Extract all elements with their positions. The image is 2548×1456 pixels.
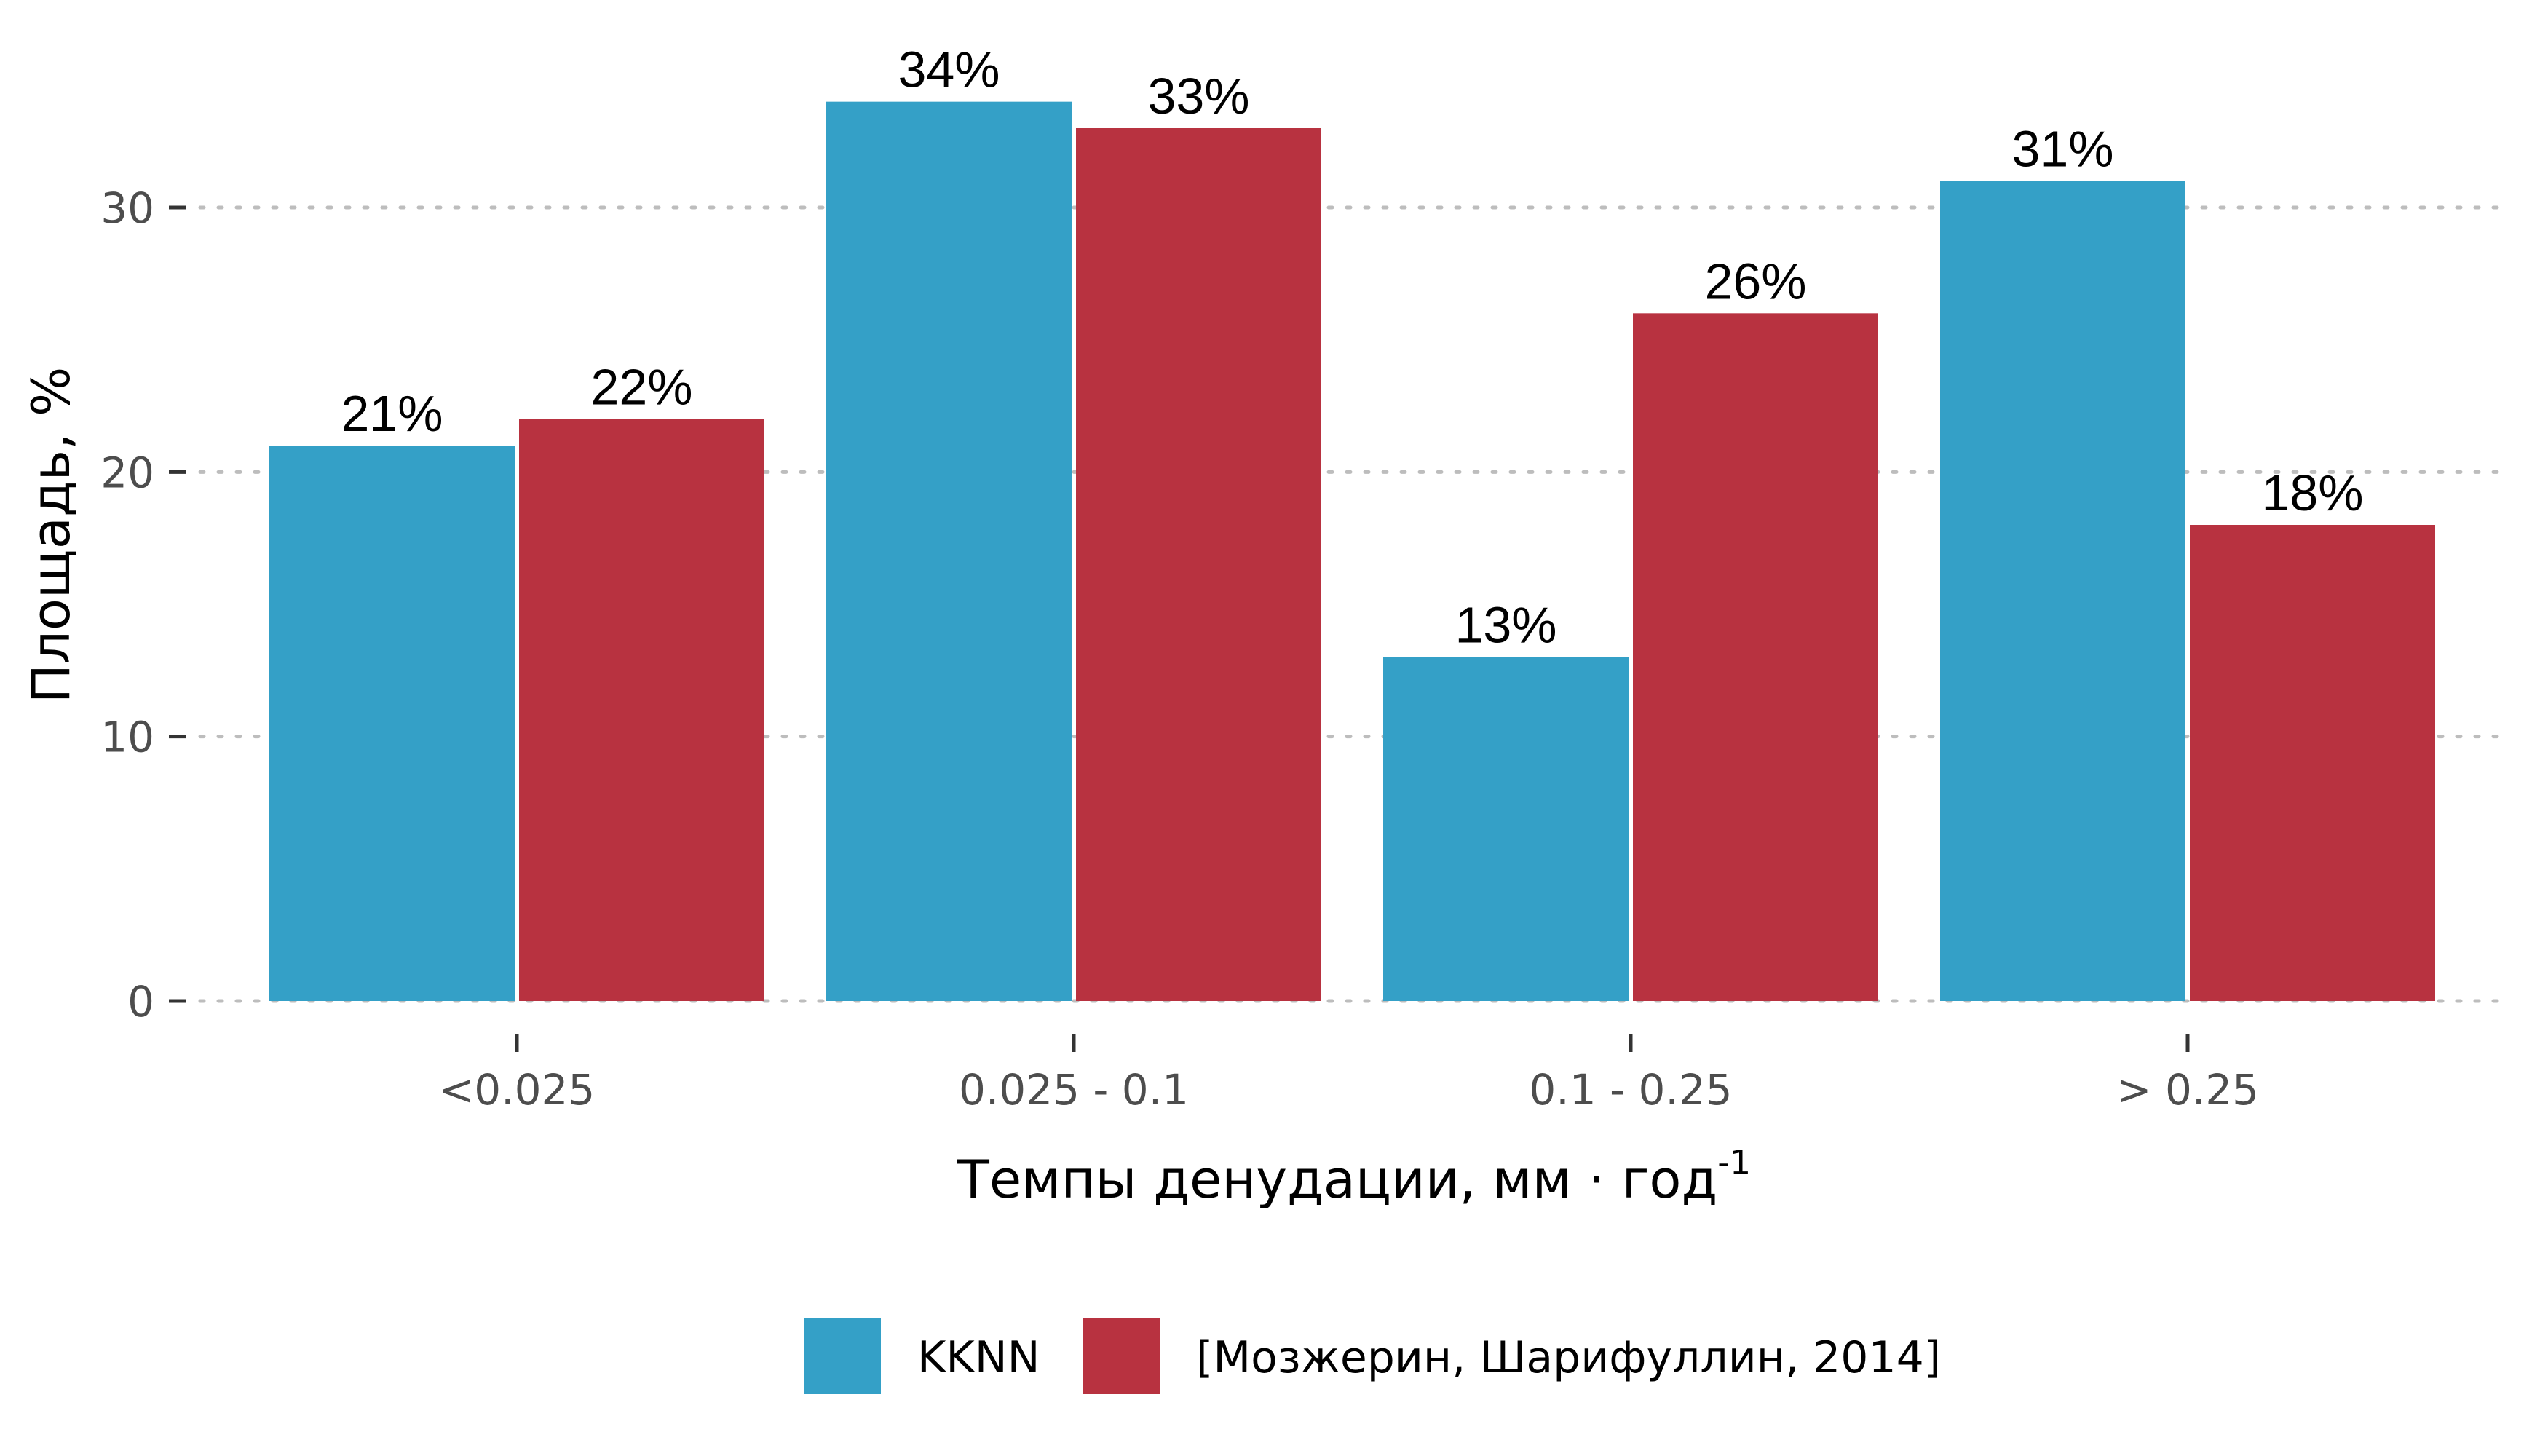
x-axis-title-main: Темпы денудации, мм · год	[957, 1149, 1717, 1210]
y-axis-title: Площадь, %	[20, 367, 82, 704]
y-tick-label: 30	[100, 183, 154, 233]
x-axis: <0.025 0.025 - 0.1 0.1 - 0.25 > 0.25	[439, 1034, 2259, 1115]
legend-label-mozzherin: [Мозжерин, Шарифуллин, 2014]	[1196, 1332, 1941, 1383]
data-label: 33%	[1147, 68, 1249, 124]
data-label: 18%	[2261, 464, 2363, 521]
bars	[269, 101, 2435, 1002]
bar-mozzherin-3	[2190, 525, 2435, 1001]
legend: KKNN [Мозжерин, Шарифуллин, 2014]	[804, 1318, 1941, 1394]
legend-swatch-kknn	[804, 1318, 881, 1394]
x-axis-title-superscript: -1	[1717, 1143, 1751, 1182]
x-tick-label: > 0.25	[2116, 1065, 2259, 1115]
bar-mozzherin-2	[1633, 313, 1878, 1001]
data-label: 34%	[898, 41, 1000, 98]
y-tick-label: 10	[100, 713, 154, 762]
y-axis: 0 10 20 30	[100, 183, 186, 1026]
bar-mozzherin-1	[1076, 128, 1321, 1001]
y-tick-label: 0	[127, 977, 154, 1026]
legend-label-kknn: KKNN	[917, 1332, 1040, 1383]
x-tick-label: <0.025	[439, 1065, 596, 1115]
x-tick-label: 0.025 - 0.1	[959, 1065, 1189, 1115]
data-label: 13%	[1455, 597, 1556, 654]
bar-kknn-1	[826, 101, 1072, 1002]
legend-swatch-mozzherin	[1083, 1318, 1160, 1394]
bar-kknn-0	[269, 446, 515, 1001]
data-label: 26%	[1704, 253, 1806, 309]
data-label: 31%	[2011, 121, 2113, 178]
data-label: 21%	[341, 385, 443, 442]
bar-mozzherin-0	[519, 419, 764, 1001]
data-label: 22%	[590, 359, 692, 416]
bar-kknn-2	[1383, 657, 1629, 1001]
data-labels: 21% 22% 34% 33% 13% 26% 31% 18%	[341, 41, 2363, 654]
x-axis-title: Темпы денудации, мм · год-1	[957, 1143, 1751, 1210]
x-tick-label: 0.1 - 0.25	[1529, 1065, 1732, 1115]
bar-kknn-3	[1940, 181, 2185, 1002]
y-tick-label: 20	[100, 448, 154, 497]
